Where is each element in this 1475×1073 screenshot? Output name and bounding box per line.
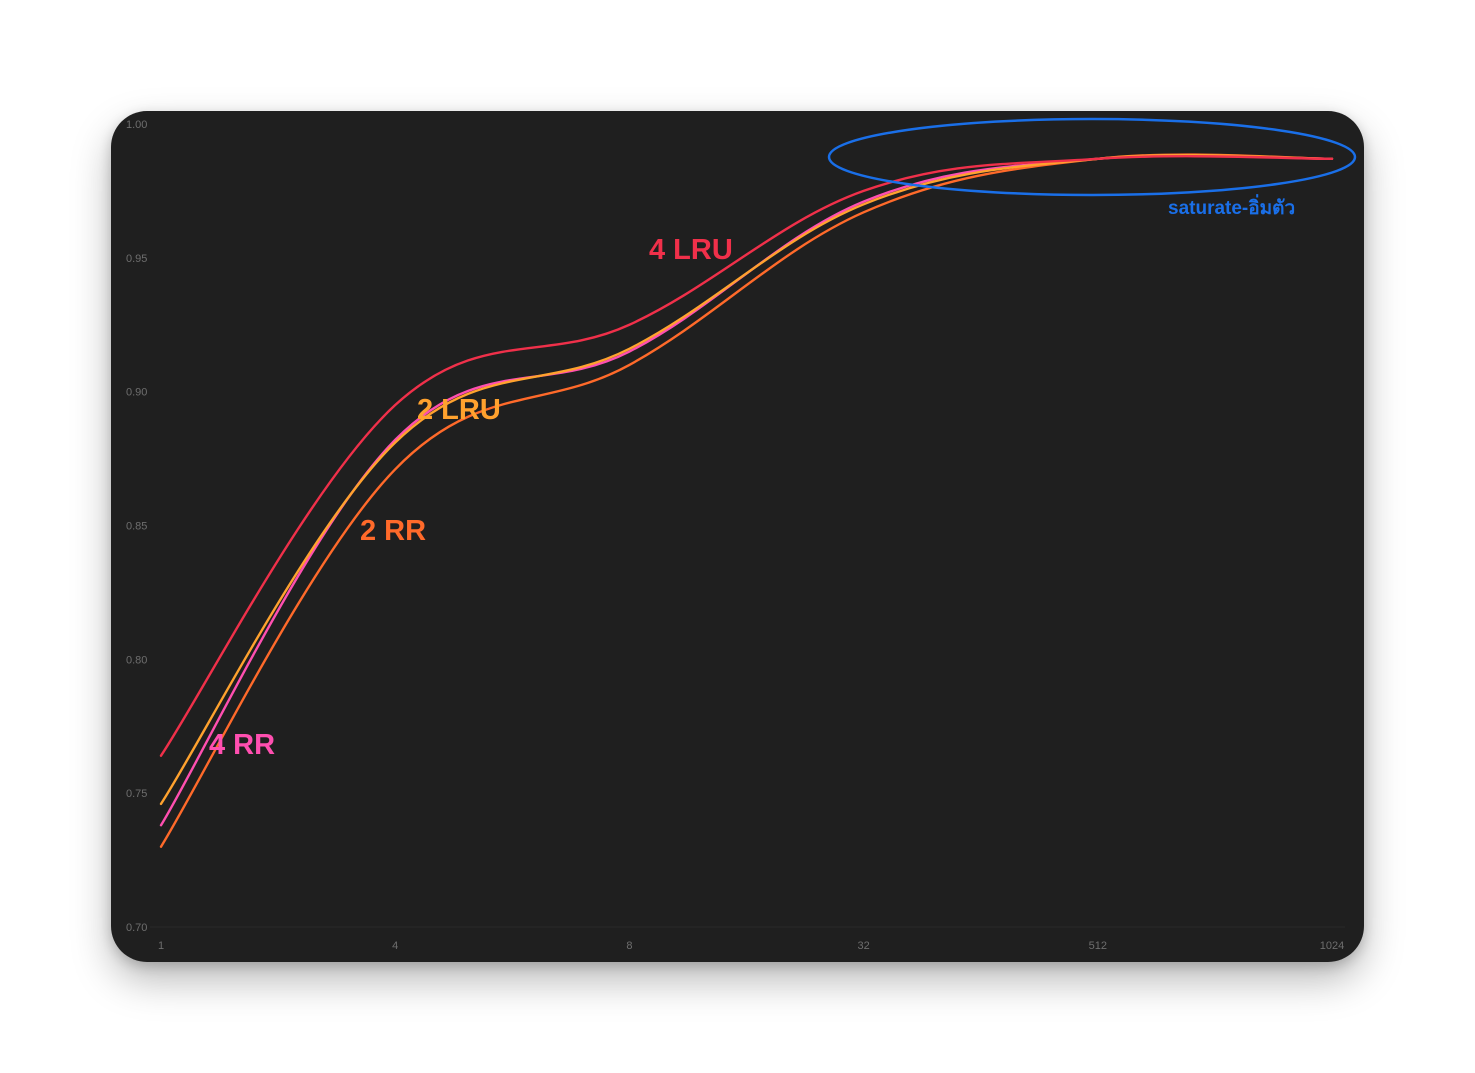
x-axis: 1 4 8 32 512 1024	[150, 926, 1345, 952]
x-tick-label: 512	[1089, 940, 1107, 952]
saturation-ellipse	[827, 117, 1357, 197]
x-tick-label: 8	[626, 940, 632, 952]
series-label-2-rr: 2 RR	[360, 515, 426, 547]
y-tick-label: 0.80	[126, 654, 147, 666]
x-tick-label: 1024	[1320, 940, 1344, 952]
series-line-2-rr	[159, 153, 1334, 848]
saturation-annotation: saturate-อิ่มตัว	[827, 117, 1357, 219]
series-line-4-lru	[159, 155, 1334, 757]
y-tick-label: 1.00	[126, 119, 147, 131]
series-labels: 4 LRU 4 RR 2 LRU 2 RR	[209, 234, 733, 761]
saturation-label: saturate-อิ่มตัว	[1168, 194, 1295, 219]
x-tick-label: 32	[857, 940, 869, 952]
x-tick-label: 1	[158, 940, 164, 952]
y-tick-label: 0.95	[126, 253, 147, 265]
series-line-2-lru	[159, 153, 1334, 806]
series-label-4-lru: 4 LRU	[649, 234, 733, 266]
y-tick-label: 0.90	[126, 387, 147, 399]
y-tick-label: 0.75	[126, 788, 147, 800]
series-lines	[159, 153, 1334, 848]
series-label-2-lru: 2 LRU	[417, 394, 501, 426]
y-axis: 0.70 0.75 0.80 0.85 0.90 0.95 1.00	[126, 119, 147, 934]
x-tick-label: 4	[392, 940, 398, 952]
y-tick-label: 0.70	[126, 922, 147, 934]
y-tick-label: 0.85	[126, 521, 147, 533]
series-label-4-rr: 4 RR	[209, 729, 275, 761]
